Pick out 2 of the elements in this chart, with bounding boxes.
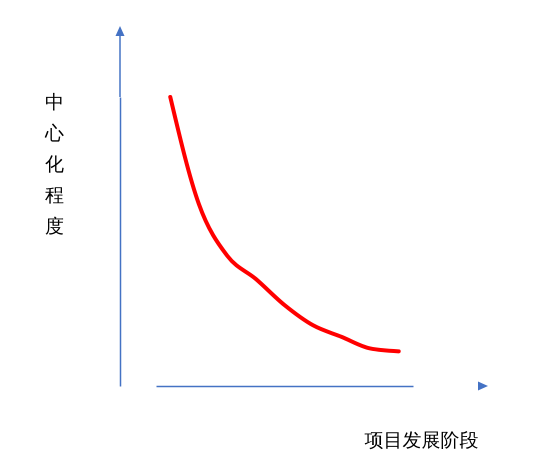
- y-axis-title: 中心化程度: [44, 92, 64, 238]
- x-axis-title: 项目发展阶段: [364, 430, 478, 452]
